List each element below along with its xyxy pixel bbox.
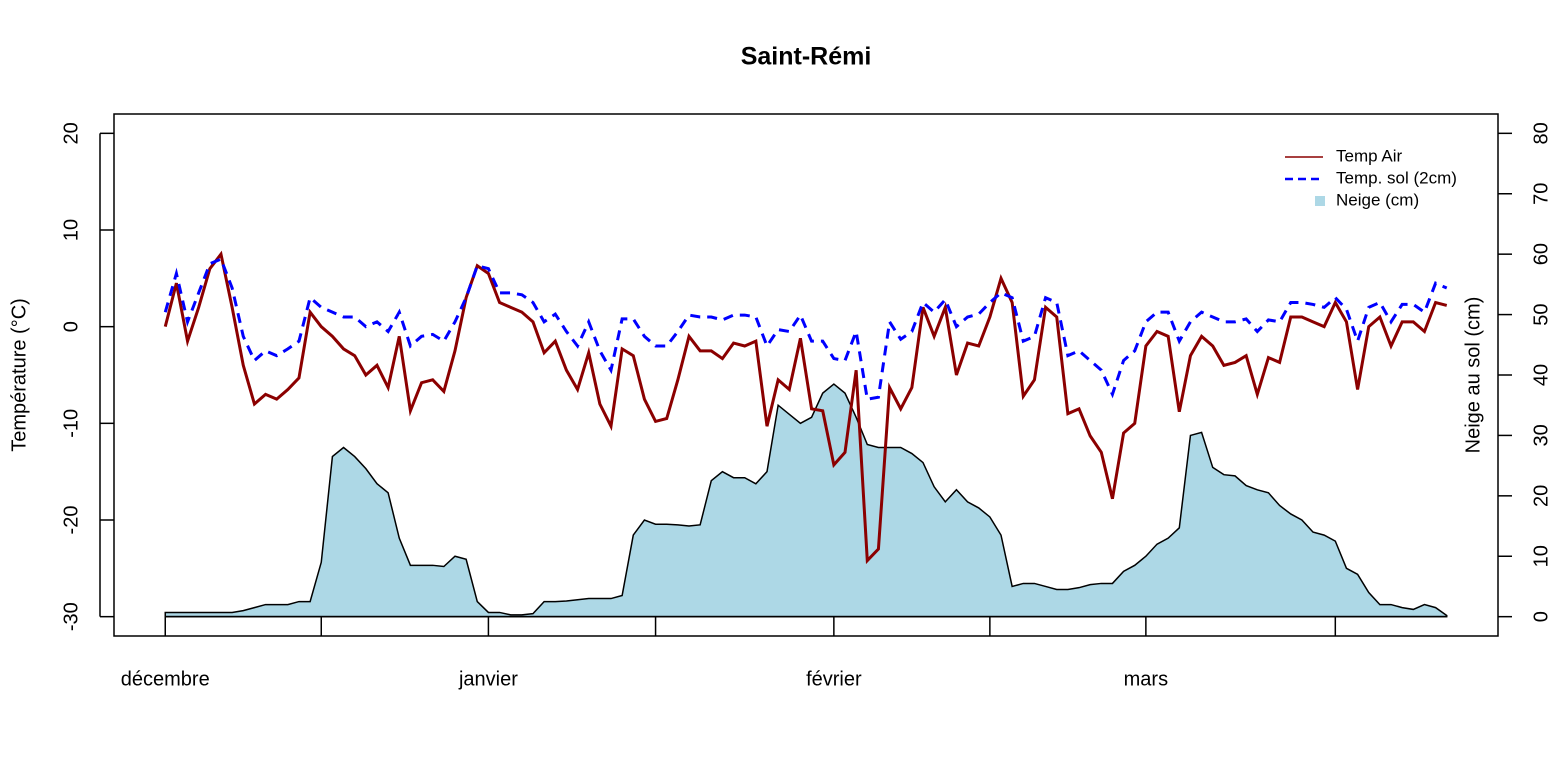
- x-tick-label: mars: [1124, 668, 1168, 690]
- x-tick-label: janvier: [458, 668, 518, 690]
- line-series: [163, 257, 1448, 401]
- legend-label: Temp Air: [1336, 146, 1402, 165]
- x-tick-label: décembre: [121, 668, 210, 690]
- legend-label: Temp. sol (2cm): [1336, 168, 1457, 187]
- y2-tick-label: 80: [1530, 122, 1552, 144]
- x-tick-label: février: [806, 668, 862, 690]
- y-tick-label: 10: [60, 219, 82, 241]
- y-tick-label: -30: [60, 602, 82, 631]
- y2-tick-label: 40: [1530, 364, 1552, 386]
- y2-tick-label: 50: [1530, 303, 1552, 325]
- y2-tick-label: 30: [1530, 424, 1552, 446]
- y2-tick-label: 0: [1530, 611, 1552, 622]
- y-tick-label: -10: [60, 409, 82, 438]
- y-tick-label: 0: [60, 321, 82, 332]
- y2-tick-label: 60: [1530, 243, 1552, 265]
- y2-tick-label: 20: [1530, 485, 1552, 507]
- y2-tick-label: 70: [1530, 183, 1552, 205]
- legend-swatch: [1315, 196, 1325, 206]
- y2-tick-label: 10: [1530, 545, 1552, 567]
- chart-title: Saint-Rémi: [741, 43, 872, 71]
- y2-axis-label: Neige au sol (cm): [1462, 297, 1484, 454]
- legend-label: Neige (cm): [1336, 190, 1419, 209]
- y-tick-label: -20: [60, 506, 82, 535]
- y-tick-label: 20: [60, 122, 82, 144]
- y-axis-label: Température (°C): [8, 298, 30, 452]
- snow-area: [164, 383, 1448, 618]
- line-series: [163, 250, 1448, 565]
